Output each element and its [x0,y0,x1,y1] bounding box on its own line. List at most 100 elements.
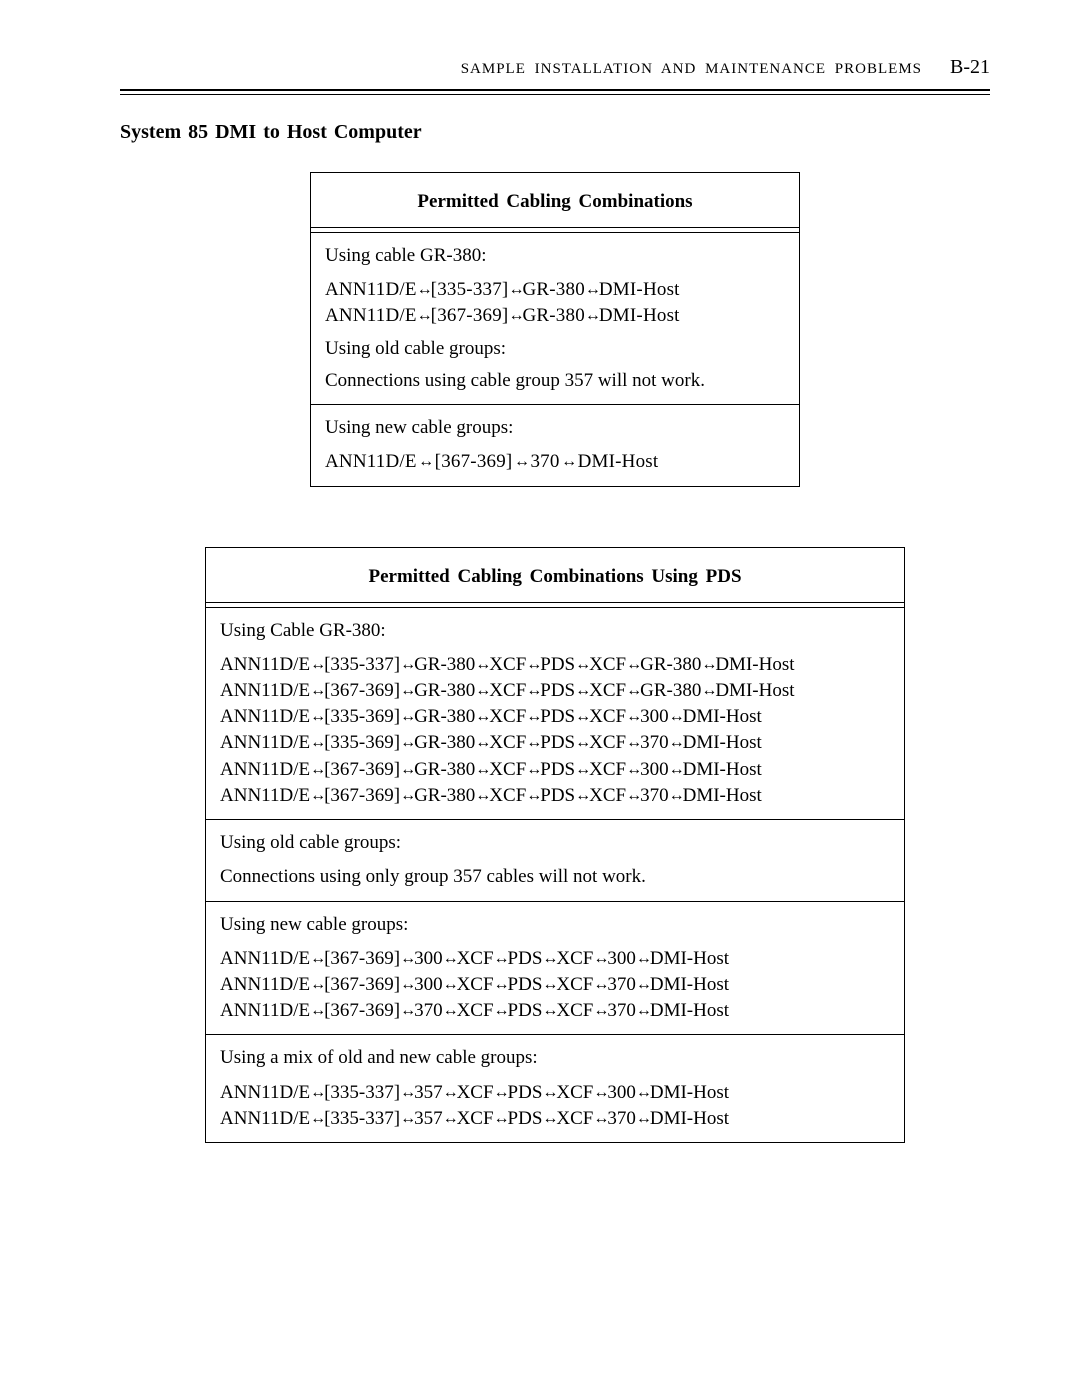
table2-r3-intro: Using new cable groups: [220,912,890,938]
double-arrow-icon [575,759,589,781]
double-arrow-icon [494,1108,508,1130]
connection-token: PDS [540,654,575,675]
connection-token: XCF [556,1000,593,1021]
double-arrow-icon [593,1000,607,1022]
double-arrow-icon [310,706,324,728]
double-arrow-icon [575,654,589,676]
connection-token: XCF [556,974,593,995]
table1-r1-intro: Using cable GR-380: [325,243,785,269]
table1-r3-lines: ANN11D/E[367-369]370DMI-Host [325,449,785,475]
connection-token: ANN11D/E [325,279,417,300]
double-arrow-icon [585,279,599,301]
double-arrow-icon [669,706,683,728]
double-arrow-icon [400,732,414,754]
double-arrow-icon [626,785,640,807]
double-arrow-icon [542,974,556,996]
table2-caption: Permitted Cabling Combinations Using PDS [206,548,904,602]
connection-token: [367-369] [324,759,400,780]
connection-line: ANN11D/E[367-369]GR-380DMI-Host [325,303,785,329]
double-arrow-icon [512,451,530,473]
connection-token: PDS [508,948,543,969]
connection-token: DMI-Host [599,305,680,326]
double-arrow-icon [400,785,414,807]
double-arrow-icon [400,759,414,781]
double-arrow-icon [310,732,324,754]
double-arrow-icon [526,680,540,702]
table2-row-old-groups: Using old cable groups: Connections usin… [206,819,904,900]
double-arrow-icon [593,1108,607,1130]
table1-row-new-groups: Using new cable groups: ANN11D/E[367-369… [311,404,799,485]
double-arrow-icon [508,305,522,327]
connection-token: PDS [508,1108,543,1129]
connection-token: [367-369] [324,785,400,806]
connection-token: 370 [607,1108,636,1129]
table1-r2-body: Connections using cable group 357 will n… [325,368,785,394]
connection-token: 357 [414,1108,443,1129]
connection-token: 300 [414,948,443,969]
connection-token: DMI-Host [650,948,729,969]
double-arrow-icon [593,948,607,970]
connection-token: PDS [508,1000,543,1021]
connection-token: [335-337] [324,1082,400,1103]
connection-token: PDS [540,706,575,727]
connection-token: ANN11D/E [325,451,417,472]
connection-line: ANN11D/E[367-369]GR-380XCFPDSXCFGR-380DM… [220,678,890,704]
connection-token: ANN11D/E [220,732,310,753]
double-arrow-icon [417,451,435,473]
header-rule [120,89,990,95]
double-arrow-icon [626,706,640,728]
connection-line: ANN11D/E[335-337]357XCFPDSXCF300DMI-Host [220,1080,890,1106]
double-arrow-icon [310,785,324,807]
connection-token: XCF [457,1108,494,1129]
connection-token: XCF [589,706,626,727]
double-arrow-icon [560,451,578,473]
page: SAMPLE INSTALLATION AND MAINTENANCE PROB… [0,0,1080,1392]
double-arrow-icon [475,759,489,781]
connection-token: DMI-Host [683,732,762,753]
connection-token: PDS [540,759,575,780]
double-arrow-icon [626,654,640,676]
double-arrow-icon [636,948,650,970]
double-arrow-icon [494,974,508,996]
connection-line: ANN11D/E[335-337]357XCFPDSXCF370DMI-Host [220,1106,890,1132]
double-arrow-icon [526,706,540,728]
double-arrow-icon [585,305,599,327]
connection-token: [335-337] [431,279,509,300]
connection-token: DMI-Host [650,974,729,995]
connection-token: XCF [589,759,626,780]
connection-token: XCF [556,1108,593,1129]
double-arrow-icon [669,732,683,754]
double-arrow-icon [443,1082,457,1104]
connection-token: [335-337] [324,654,400,675]
double-arrow-icon [526,654,540,676]
double-arrow-icon [542,948,556,970]
connection-token: XCF [589,654,626,675]
header-page-number: B-21 [950,56,990,79]
double-arrow-icon [475,706,489,728]
connection-token: 370 [640,732,669,753]
connection-token: XCF [457,1000,494,1021]
double-arrow-icon [669,759,683,781]
table2-r4-intro: Using a mix of old and new cable groups: [220,1045,890,1071]
connection-token: ANN11D/E [220,785,310,806]
connection-token: 370 [607,974,636,995]
double-arrow-icon [400,1082,414,1104]
connection-token: 300 [640,759,669,780]
double-arrow-icon [400,948,414,970]
connection-token: ANN11D/E [220,974,310,995]
connection-token: DMI-Host [715,654,794,675]
double-arrow-icon [310,1082,324,1104]
double-arrow-icon [526,759,540,781]
running-header: SAMPLE INSTALLATION AND MAINTENANCE PROB… [120,56,990,79]
double-arrow-icon [542,1000,556,1022]
connection-token: GR-380 [414,706,475,727]
connection-token: PDS [508,1082,543,1103]
connection-token: [335-337] [324,1108,400,1129]
connection-token: [367-369] [324,974,400,995]
double-arrow-icon [443,948,457,970]
double-arrow-icon [526,732,540,754]
connection-token: 370 [414,1000,443,1021]
connection-token: GR-380 [414,785,475,806]
double-arrow-icon [575,680,589,702]
connection-token: ANN11D/E [220,1082,310,1103]
